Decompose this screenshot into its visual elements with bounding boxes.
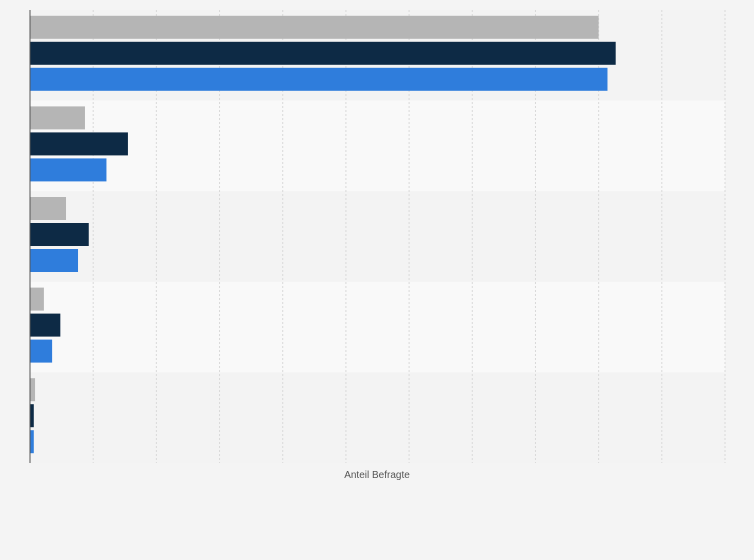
bar <box>30 106 85 130</box>
category-band <box>30 281 725 373</box>
bar <box>30 378 36 402</box>
gridlines <box>92 10 726 463</box>
category-band <box>30 372 725 463</box>
bar <box>30 67 608 91</box>
bar <box>30 404 34 428</box>
bar <box>30 158 107 182</box>
bars <box>30 15 616 454</box>
category-bands <box>30 10 725 463</box>
category-band <box>30 100 725 192</box>
bar <box>30 15 599 39</box>
bar <box>30 339 53 363</box>
x-axis-label: Anteil Befragte <box>344 470 410 481</box>
bar <box>30 313 61 337</box>
bar <box>30 197 67 220</box>
bar <box>30 249 79 272</box>
bar <box>30 430 34 454</box>
category-band <box>30 191 725 282</box>
bar <box>30 223 89 246</box>
bar <box>30 132 128 156</box>
bar <box>30 287 44 311</box>
bar <box>30 41 616 65</box>
